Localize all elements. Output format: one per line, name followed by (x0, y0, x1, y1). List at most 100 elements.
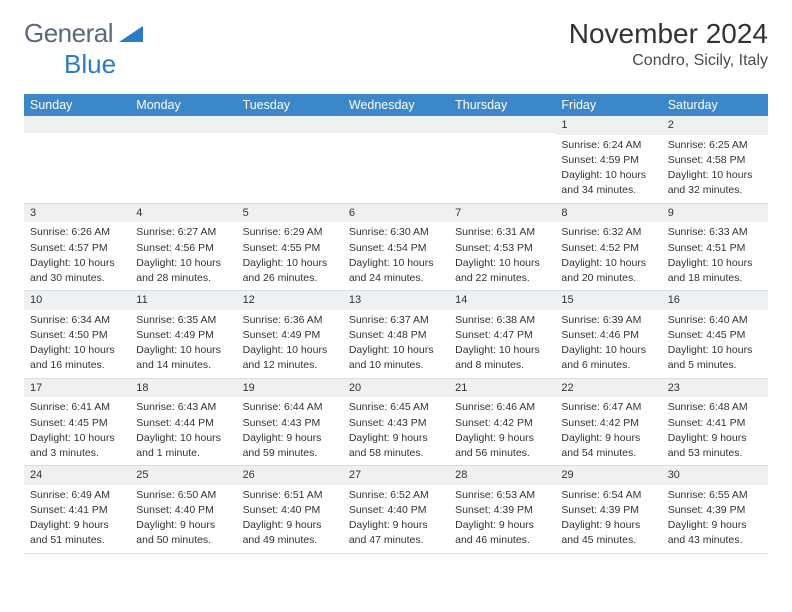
calendar-cell: 21Sunrise: 6:46 AMSunset: 4:42 PMDayligh… (449, 378, 555, 466)
title-block: November 2024 Condro, Sicily, Italy (569, 18, 768, 70)
day-number: 5 (237, 204, 343, 223)
sunrise-text: Sunrise: 6:29 AM (243, 225, 337, 239)
day-detail: Sunrise: 6:29 AMSunset: 4:55 PMDaylight:… (237, 222, 343, 290)
day-number: 2 (662, 116, 768, 135)
day-number: 12 (237, 291, 343, 310)
day-number: 19 (237, 379, 343, 398)
sunset-text: Sunset: 4:58 PM (668, 153, 762, 167)
daylight-text-2: and 10 minutes. (349, 358, 443, 372)
location: Condro, Sicily, Italy (569, 52, 768, 70)
day-number-empty (237, 116, 343, 133)
sunrise-text: Sunrise: 6:30 AM (349, 225, 443, 239)
calendar-cell: 25Sunrise: 6:50 AMSunset: 4:40 PMDayligh… (130, 466, 236, 554)
day-number: 13 (343, 291, 449, 310)
day-detail: Sunrise: 6:27 AMSunset: 4:56 PMDaylight:… (130, 222, 236, 290)
sunset-text: Sunset: 4:44 PM (136, 416, 230, 430)
calendar-cell: 19Sunrise: 6:44 AMSunset: 4:43 PMDayligh… (237, 378, 343, 466)
daylight-text-2: and 46 minutes. (455, 533, 549, 547)
calendar-cell: 28Sunrise: 6:53 AMSunset: 4:39 PMDayligh… (449, 466, 555, 554)
calendar-cell: 20Sunrise: 6:45 AMSunset: 4:43 PMDayligh… (343, 378, 449, 466)
daylight-text-1: Daylight: 9 hours (243, 431, 337, 445)
calendar-cell: 24Sunrise: 6:49 AMSunset: 4:41 PMDayligh… (24, 466, 130, 554)
daylight-text-2: and 20 minutes. (561, 271, 655, 285)
weekday-header-row: Sunday Monday Tuesday Wednesday Thursday… (24, 94, 768, 116)
day-detail: Sunrise: 6:39 AMSunset: 4:46 PMDaylight:… (555, 310, 661, 378)
day-detail: Sunrise: 6:31 AMSunset: 4:53 PMDaylight:… (449, 222, 555, 290)
daylight-text-1: Daylight: 10 hours (30, 431, 124, 445)
daylight-text-1: Daylight: 10 hours (30, 343, 124, 357)
daylight-text-1: Daylight: 10 hours (455, 256, 549, 270)
calendar-cell: 9Sunrise: 6:33 AMSunset: 4:51 PMDaylight… (662, 203, 768, 291)
daylight-text-1: Daylight: 10 hours (136, 431, 230, 445)
daylight-text-2: and 22 minutes. (455, 271, 549, 285)
day-detail: Sunrise: 6:35 AMSunset: 4:49 PMDaylight:… (130, 310, 236, 378)
day-number: 3 (24, 204, 130, 223)
header: General Blue November 2024 Condro, Sicil… (24, 18, 768, 80)
sunset-text: Sunset: 4:56 PM (136, 241, 230, 255)
calendar-cell: 4Sunrise: 6:27 AMSunset: 4:56 PMDaylight… (130, 203, 236, 291)
calendar-week-row: 3Sunrise: 6:26 AMSunset: 4:57 PMDaylight… (24, 203, 768, 291)
calendar-cell (449, 116, 555, 203)
daylight-text-1: Daylight: 9 hours (668, 431, 762, 445)
day-detail: Sunrise: 6:52 AMSunset: 4:40 PMDaylight:… (343, 485, 449, 553)
day-number: 26 (237, 466, 343, 485)
sunrise-text: Sunrise: 6:25 AM (668, 138, 762, 152)
calendar-cell: 16Sunrise: 6:40 AMSunset: 4:45 PMDayligh… (662, 291, 768, 379)
daylight-text-1: Daylight: 9 hours (455, 518, 549, 532)
calendar-cell: 3Sunrise: 6:26 AMSunset: 4:57 PMDaylight… (24, 203, 130, 291)
sunrise-text: Sunrise: 6:37 AM (349, 313, 443, 327)
calendar-cell: 11Sunrise: 6:35 AMSunset: 4:49 PMDayligh… (130, 291, 236, 379)
daylight-text-1: Daylight: 9 hours (561, 431, 655, 445)
daylight-text-2: and 47 minutes. (349, 533, 443, 547)
calendar-cell: 10Sunrise: 6:34 AMSunset: 4:50 PMDayligh… (24, 291, 130, 379)
calendar-cell (343, 116, 449, 203)
sunrise-text: Sunrise: 6:50 AM (136, 488, 230, 502)
sunset-text: Sunset: 4:45 PM (30, 416, 124, 430)
sunset-text: Sunset: 4:45 PM (668, 328, 762, 342)
sunrise-text: Sunrise: 6:54 AM (561, 488, 655, 502)
col-sunday: Sunday (24, 94, 130, 116)
daylight-text-1: Daylight: 9 hours (136, 518, 230, 532)
sunset-text: Sunset: 4:42 PM (455, 416, 549, 430)
daylight-text-1: Daylight: 9 hours (349, 518, 443, 532)
day-detail: Sunrise: 6:53 AMSunset: 4:39 PMDaylight:… (449, 485, 555, 553)
day-number: 11 (130, 291, 236, 310)
daylight-text-1: Daylight: 10 hours (136, 343, 230, 357)
month-title: November 2024 (569, 18, 768, 50)
daylight-text-2: and 1 minute. (136, 446, 230, 460)
sunrise-text: Sunrise: 6:38 AM (455, 313, 549, 327)
calendar-week-row: 24Sunrise: 6:49 AMSunset: 4:41 PMDayligh… (24, 466, 768, 554)
daylight-text-2: and 8 minutes. (455, 358, 549, 372)
calendar-week-row: 1Sunrise: 6:24 AMSunset: 4:59 PMDaylight… (24, 116, 768, 203)
col-tuesday: Tuesday (237, 94, 343, 116)
daylight-text-2: and 28 minutes. (136, 271, 230, 285)
day-detail: Sunrise: 6:54 AMSunset: 4:39 PMDaylight:… (555, 485, 661, 553)
day-detail: Sunrise: 6:38 AMSunset: 4:47 PMDaylight:… (449, 310, 555, 378)
sunset-text: Sunset: 4:41 PM (30, 503, 124, 517)
logo: General Blue (24, 18, 143, 80)
daylight-text-2: and 49 minutes. (243, 533, 337, 547)
sunrise-text: Sunrise: 6:32 AM (561, 225, 655, 239)
day-detail: Sunrise: 6:50 AMSunset: 4:40 PMDaylight:… (130, 485, 236, 553)
day-number: 30 (662, 466, 768, 485)
calendar-cell: 6Sunrise: 6:30 AMSunset: 4:54 PMDaylight… (343, 203, 449, 291)
sunrise-text: Sunrise: 6:26 AM (30, 225, 124, 239)
sunrise-text: Sunrise: 6:33 AM (668, 225, 762, 239)
sunset-text: Sunset: 4:55 PM (243, 241, 337, 255)
daylight-text-1: Daylight: 9 hours (30, 518, 124, 532)
daylight-text-1: Daylight: 9 hours (668, 518, 762, 532)
sunrise-text: Sunrise: 6:55 AM (668, 488, 762, 502)
day-number: 6 (343, 204, 449, 223)
daylight-text-1: Daylight: 10 hours (561, 343, 655, 357)
calendar-cell: 14Sunrise: 6:38 AMSunset: 4:47 PMDayligh… (449, 291, 555, 379)
calendar-cell: 23Sunrise: 6:48 AMSunset: 4:41 PMDayligh… (662, 378, 768, 466)
day-number: 22 (555, 379, 661, 398)
day-detail: Sunrise: 6:51 AMSunset: 4:40 PMDaylight:… (237, 485, 343, 553)
day-detail: Sunrise: 6:40 AMSunset: 4:45 PMDaylight:… (662, 310, 768, 378)
daylight-text-1: Daylight: 10 hours (349, 256, 443, 270)
sunrise-text: Sunrise: 6:24 AM (561, 138, 655, 152)
daylight-text-2: and 26 minutes. (243, 271, 337, 285)
calendar-cell: 15Sunrise: 6:39 AMSunset: 4:46 PMDayligh… (555, 291, 661, 379)
day-detail: Sunrise: 6:49 AMSunset: 4:41 PMDaylight:… (24, 485, 130, 553)
daylight-text-2: and 58 minutes. (349, 446, 443, 460)
